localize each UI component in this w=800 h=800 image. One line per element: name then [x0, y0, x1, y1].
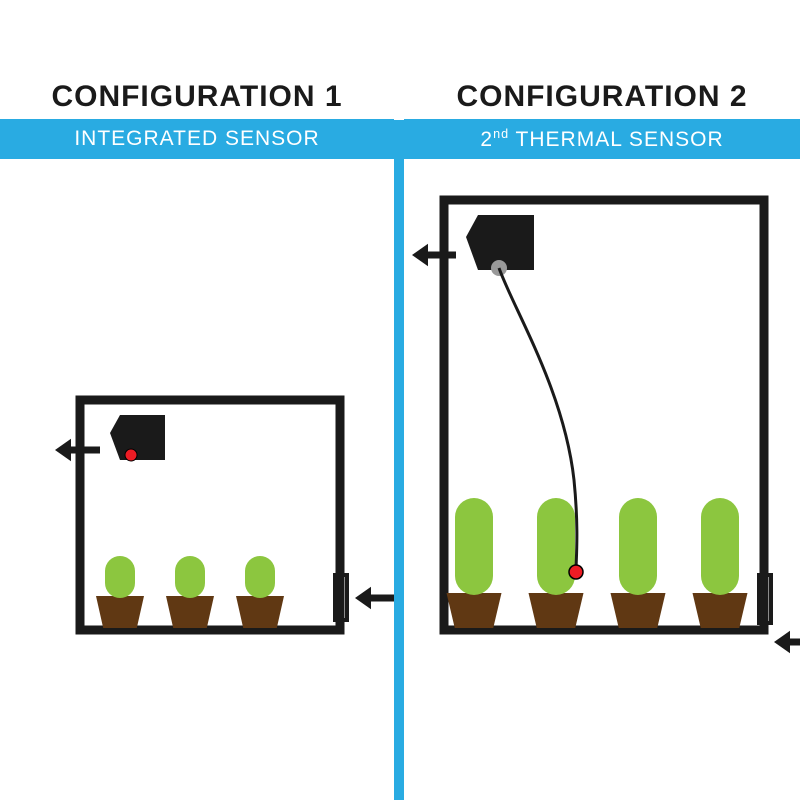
config1-title: CONFIGURATION 1 — [0, 80, 394, 114]
config1-subtitle: INTEGRATED SENSOR — [74, 127, 319, 151]
config2-diagram — [404, 180, 800, 700]
config2-subtitle-band: 2nd THERMAL SENSOR — [404, 119, 800, 159]
config1-diagram — [0, 180, 394, 700]
config2-title: CONFIGURATION 2 — [404, 80, 800, 114]
config1-subtitle-band: INTEGRATED SENSOR — [0, 119, 394, 159]
center-divider — [394, 120, 404, 800]
config2-subtitle: 2nd THERMAL SENSOR — [480, 127, 723, 152]
